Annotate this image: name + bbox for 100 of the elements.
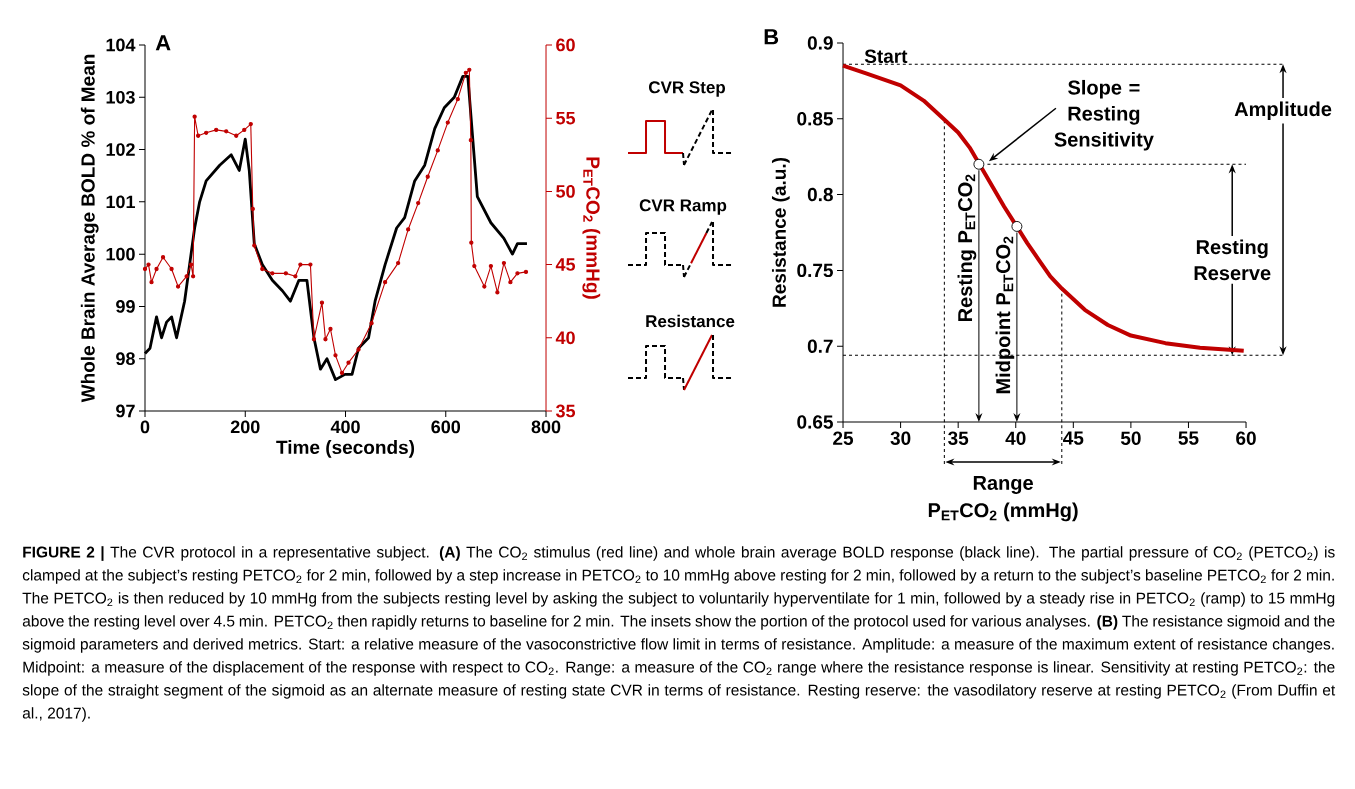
y-tick-label: 0.85 <box>797 112 833 126</box>
point <box>395 260 401 266</box>
point <box>445 120 450 125</box>
point <box>468 137 473 143</box>
text: FIGURE 2 | The CVR protocol in a representative subject. (A) The CO$_{2}$ stimulus (red line) and whole brain average BOLD response (black line). The partial pressure of CO$_{2}$ (PETCO$_{2}$) is clamped at the subject’s resting PETCO$_{2}$ for 2 min, followed by a step increase in PETCO$_{2}$ to 10 mmHg above resting for 2 min, followed by a return to the subject’s baseline PETCO$_{2}$ for 2 min. The PETCO$_{2}$ is then reduced by 10 mmHg from the subjects resting level by asking the subject to voluntarily hyperventilate for 1 min, followed by a steady rise in PETCO$_{2}$ (ramp) to 15 mmHg above the resting level over 4.5 min. PETCO$_{2}$ then rapidly returns to baseline for 2 min. The insets show the portion of the protocol used for various analyses. (B) The resistance sigmoid and the sigmoid parameters and derived metrics. Start: a relative measure of the vasoconstrictive flow limit in terms of resistance. Amplitude: a measure of the maximum extent of resistance changes. Midpoint: a measure of the displacement of the response with respect to CO$_{2}$. Range: a measure of the CO$_{2}$ range where the resistance response is linear. Sensitivity at resting PETCO$_{2}$: the slope of the straight segment of the sigmoid as an alternate measure of resting state CVR in terms of resistance. Resting reserve: the vasodilatory reserve at resting PETCO$_{2}$ (From Duffin et al., 2017). <box>22 546 1336 722</box>
point <box>455 97 460 102</box>
point <box>523 269 529 275</box>
text: Range <box>973 475 1033 494</box>
y-tick-label: 98 <box>116 352 135 366</box>
point <box>190 274 196 279</box>
point <box>346 360 351 365</box>
point <box>242 127 247 133</box>
y-tick-label: 0.75 <box>797 263 833 278</box>
text: CVR Step <box>648 81 726 97</box>
y-axis-title: Resistance (a.u.) <box>771 157 790 307</box>
x-tick-label: 0 <box>140 420 150 434</box>
point <box>270 271 275 276</box>
point <box>308 262 313 267</box>
y-tick-label: 102 <box>106 143 135 156</box>
annotation: Slope = Resting Sensitivity <box>1054 79 1154 151</box>
y-tick-label: 103 <box>106 90 135 104</box>
y-tick-label: 99 <box>116 300 135 313</box>
x-tick-label: 800 <box>531 420 561 434</box>
annotation: Midpoint P$_{ET}$CO$_{2}$ <box>995 236 1015 394</box>
point <box>154 266 159 272</box>
y-tick-label: 104 <box>106 38 136 52</box>
x-tick-label: 25 <box>833 431 854 445</box>
point <box>195 133 201 138</box>
y2-tick-label: 35 <box>555 404 576 418</box>
point <box>406 227 411 232</box>
point <box>472 263 477 269</box>
point <box>369 321 374 326</box>
y-tick-label: 0.8 <box>807 187 833 202</box>
y-tick-label: 100 <box>106 247 135 261</box>
annotation: Amplitude <box>1234 101 1332 121</box>
point <box>482 284 487 289</box>
point <box>319 300 325 305</box>
point <box>234 133 239 138</box>
point <box>283 271 289 276</box>
y2-tick-label: 40 <box>555 331 575 345</box>
point <box>501 260 507 266</box>
point <box>184 274 189 279</box>
point <box>214 127 219 133</box>
point <box>192 114 197 119</box>
point <box>260 266 265 272</box>
annotation: Resting Reserve <box>1194 239 1271 281</box>
point <box>248 121 253 127</box>
point <box>142 266 148 272</box>
point <box>146 262 151 267</box>
x-axis-title: P$_{ET}$CO$_{2}$ (mmHg) <box>928 502 1078 522</box>
y-tick-label: 0.9 <box>807 36 833 50</box>
y-tick-label: 0.7 <box>807 339 833 353</box>
point <box>298 262 303 267</box>
point <box>508 280 513 285</box>
chart-title: A <box>155 35 171 51</box>
x-tick-label: 55 <box>1178 431 1199 445</box>
x-tick-label: 45 <box>1063 431 1084 445</box>
y2-tick-label: 50 <box>556 185 575 198</box>
point <box>333 353 338 358</box>
y-axis-title: Whole Brain Average BOLD % of Mean <box>80 54 99 403</box>
point <box>469 240 474 245</box>
point <box>188 262 194 267</box>
x-axis-title: Time (seconds) <box>276 440 415 458</box>
y2-tick-label: 45 <box>555 258 576 271</box>
point <box>467 67 472 73</box>
x-tick-label: 60 <box>1236 431 1256 445</box>
ref-line-label: Start <box>864 49 908 64</box>
point <box>416 200 421 206</box>
point <box>339 370 345 376</box>
point <box>425 174 430 179</box>
y-tick-label: 101 <box>106 195 135 209</box>
x-tick-label: 30 <box>890 431 911 445</box>
point <box>488 263 494 269</box>
point <box>224 129 229 134</box>
y2-tick-label: 60 <box>556 38 575 52</box>
point <box>160 255 166 260</box>
point <box>252 243 257 248</box>
chart-title: B <box>764 29 779 45</box>
point <box>250 206 255 212</box>
point <box>169 266 174 272</box>
point <box>175 284 181 289</box>
point <box>463 70 468 75</box>
annotation: Resting P$_{ET}$CO$_{2}$ <box>957 174 977 322</box>
point <box>323 337 328 342</box>
point <box>515 271 520 276</box>
x-tick-label: 600 <box>431 420 461 434</box>
x-tick-label: 50 <box>1120 431 1141 445</box>
point <box>149 280 154 285</box>
text: Resistance <box>646 314 735 328</box>
x-tick-label: 200 <box>230 420 260 434</box>
point <box>495 290 500 295</box>
y2-tick-label: 55 <box>556 111 576 125</box>
point <box>293 274 298 279</box>
point <box>382 280 388 285</box>
text: CVR Ramp <box>639 199 727 215</box>
y2-axis-title: P$_{ET}$CO$_{2}$ (mmHg) <box>582 157 601 299</box>
point <box>311 337 317 342</box>
x-tick-label: 400 <box>330 420 360 434</box>
y-tick-label: 0.65 <box>797 415 833 429</box>
y-tick-label: 97 <box>116 404 135 418</box>
